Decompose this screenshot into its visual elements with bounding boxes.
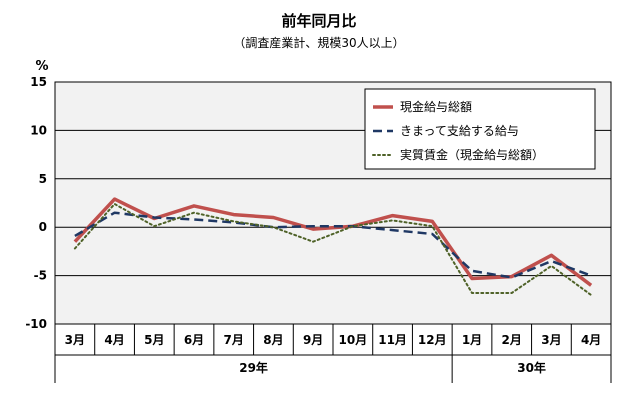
- legend-label-1: きまって支給する給与: [400, 124, 519, 138]
- x-tick-6: 9月: [303, 333, 323, 347]
- chart-title: 前年同月比: [281, 12, 356, 30]
- legend-label-2: 実質賃金（現金給与総額）: [400, 147, 544, 162]
- x-tick-2: 5月: [144, 333, 164, 347]
- x-tick-3: 6月: [184, 333, 204, 347]
- y-axis-unit: %: [35, 59, 48, 74]
- y-tick-15: 15: [30, 75, 47, 89]
- y-tick-labels: -10 -5 0 5 10 15: [25, 75, 47, 331]
- x-tick-9: 12月: [418, 333, 447, 347]
- legend: 現金給与総額 きまって支給する給与 実質賃金（現金給与総額）: [364, 88, 596, 170]
- x-tick-4: 7月: [224, 333, 244, 347]
- x-axis: 3月 4月 5月 6月 7月 8月 9月 10月 11月 12月 1月 2月 3月 4月 29年 30年: [54, 324, 612, 383]
- y-tick-0: 0: [39, 220, 47, 234]
- legend-box: [364, 88, 596, 170]
- chart-subtitle: （調査産業計、規模30人以上）: [233, 35, 404, 50]
- x-tick-13: 4月: [581, 333, 601, 347]
- x-tick-5: 8月: [263, 333, 283, 347]
- x-tick-7: 10月: [339, 333, 368, 347]
- x-tick-12: 3月: [541, 333, 561, 347]
- y-tick--5: -5: [34, 269, 47, 283]
- x-tick-11: 2月: [502, 333, 522, 347]
- series-lines: [73, 197, 593, 296]
- x-tick-0: 3月: [65, 333, 85, 347]
- series-line-2: [73, 203, 593, 296]
- series-line-1: [74, 211, 592, 279]
- y-tick-5: 5: [39, 172, 47, 186]
- year-label-0: 29年: [239, 360, 268, 375]
- y-tick--10: -10: [25, 317, 47, 331]
- year-label-1: 30年: [517, 360, 546, 375]
- x-tick-10: 1月: [462, 333, 482, 347]
- y-tick-10: 10: [30, 123, 47, 137]
- x-tick-8: 11月: [378, 333, 407, 347]
- legend-label-0: 現金給与総額: [400, 99, 472, 114]
- x-tick-1: 4月: [104, 333, 124, 347]
